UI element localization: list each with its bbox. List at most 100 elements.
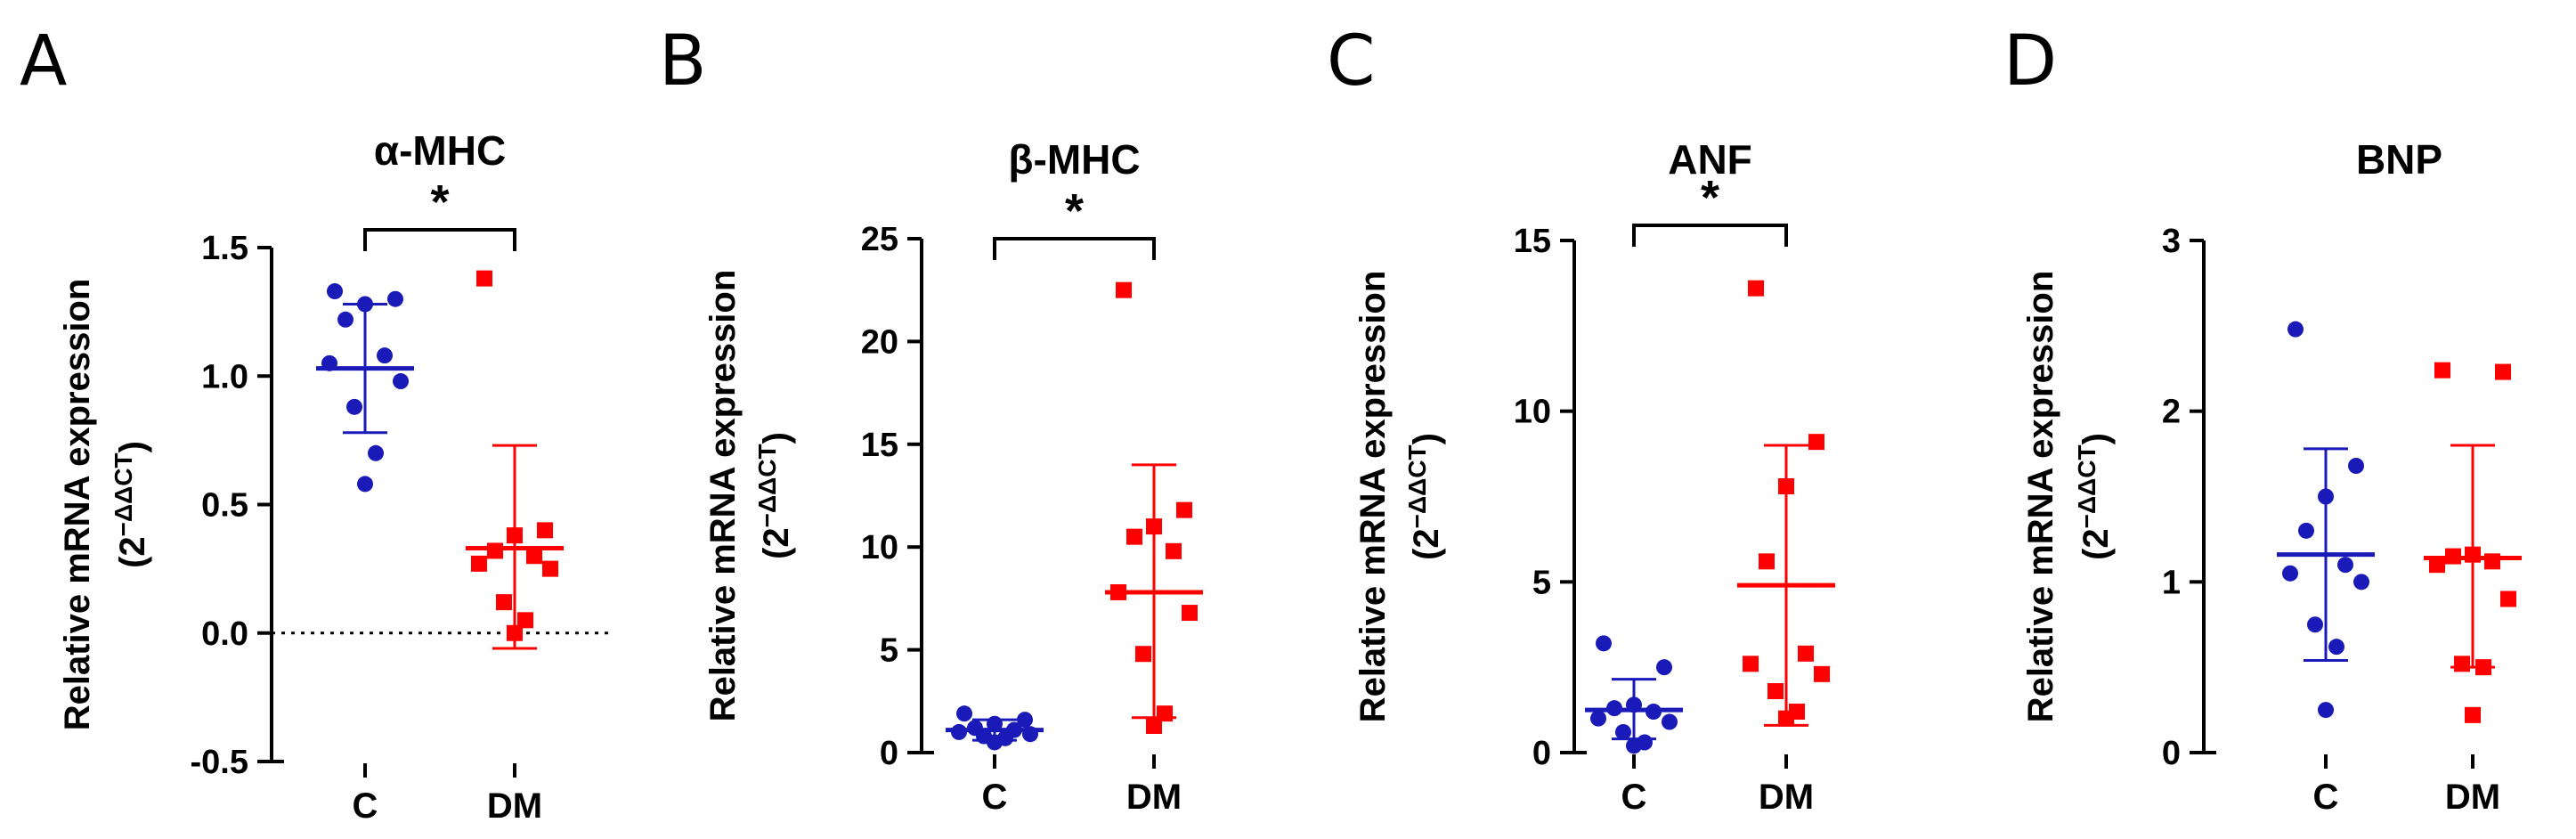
- data-point-dm: [1814, 665, 1830, 682]
- y-tick-label: 0.0: [201, 615, 248, 653]
- significance-star: *: [1701, 171, 1719, 224]
- panel-letter: B: [659, 21, 707, 102]
- y-tick-label: 5: [880, 632, 898, 670]
- significance-bracket: [993, 237, 1156, 260]
- panel-b: Bβ-MHC Relative mRNA expression (2−ΔΔCT) 0 5…: [659, 21, 1203, 817]
- y-tick-label: 10: [861, 529, 898, 566]
- data-point-dm: [476, 270, 492, 287]
- data-point-c: [1626, 696, 1642, 713]
- y-tick-label: -0.5: [191, 744, 248, 781]
- y-tick-label: 0.5: [201, 487, 248, 525]
- chart-title: β-MHC: [1008, 136, 1140, 183]
- chart-title: BNP: [2356, 136, 2442, 183]
- data-point-c: [951, 723, 967, 740]
- y-tick-label: 0: [1532, 735, 1551, 772]
- panel-d: D BNP Relative mRNA expression (2−ΔΔCT) 0 1 2 3…: [2003, 21, 2522, 817]
- data-point-dm: [542, 560, 558, 577]
- panel-a: Aα-MHC Relative mRNA expression (2−ΔΔCT) -0…: [20, 21, 613, 826]
- data-point-c: [1615, 724, 1631, 740]
- data-point-c: [357, 476, 373, 493]
- y-tick-label: 15: [1514, 223, 1551, 260]
- panel-letter: D: [2003, 21, 2057, 102]
- y-axis-label-formula: (2−ΔΔCT): [110, 441, 152, 568]
- chart-title: ANF: [1668, 136, 1752, 183]
- data-point-dm: [1778, 478, 1794, 494]
- y-tick-label: 20: [861, 323, 898, 361]
- data-point-c: [2353, 574, 2369, 591]
- y-tick-label: 0: [2162, 735, 2181, 772]
- y-tick-label: 0: [880, 735, 898, 772]
- data-point-c: [346, 398, 362, 415]
- data-point-dm: [1110, 583, 1126, 600]
- data-point-dm: [1146, 518, 1162, 535]
- y-tick-label: 2: [2162, 394, 2181, 431]
- significance-bracket: [363, 228, 516, 251]
- y-axis-label: Relative mRNA expression: [58, 279, 97, 731]
- data-point-c: [2318, 702, 2334, 719]
- data-point-dm: [1166, 542, 1182, 559]
- data-point-dm: [1767, 683, 1784, 699]
- panel-c: C ANF Relative mRNA expression (2−ΔΔCT) 0 5 10…: [1327, 21, 1835, 817]
- data-point-dm: [1116, 281, 1132, 298]
- y-axis-label: Relative mRNA expression: [1353, 271, 1393, 723]
- data-point-c: [1646, 704, 1662, 720]
- y-tick-label: 3: [2162, 223, 2181, 260]
- y-tick-label: 1.5: [201, 230, 248, 267]
- data-point-dm: [1778, 710, 1794, 727]
- data-point-dm: [1157, 705, 1173, 722]
- data-point-dm: [1743, 656, 1759, 672]
- data-point-dm: [1808, 434, 1824, 451]
- data-point-dm: [2475, 659, 2491, 676]
- data-point-dm: [517, 612, 533, 629]
- data-point-dm: [1182, 605, 1198, 622]
- y-tick-label: 15: [861, 427, 898, 464]
- y-axis-label-formula: (2−ΔΔCT): [1403, 433, 1446, 560]
- x-category-label: DM: [1126, 778, 1182, 817]
- data-point-dm: [1798, 645, 1814, 662]
- data-point-c: [2288, 321, 2304, 338]
- data-point-c: [1017, 712, 1033, 729]
- data-point-c: [987, 734, 1003, 751]
- y-axis-label-formula: (2−ΔΔCT): [2073, 433, 2116, 560]
- data-point-dm: [2429, 557, 2445, 574]
- y-tick-label: 10: [1514, 394, 1551, 431]
- data-point-dm: [526, 548, 542, 565]
- x-category-label: C: [2313, 778, 2339, 817]
- data-point-c: [387, 290, 403, 307]
- significance-star: *: [430, 175, 449, 229]
- data-point-c: [327, 283, 343, 300]
- y-tick-label: 25: [861, 221, 898, 258]
- data-point-c: [1606, 700, 1622, 717]
- y-tick-label: 1.0: [201, 358, 248, 395]
- data-point-dm: [1759, 553, 1775, 570]
- data-point-dm: [2454, 656, 2470, 672]
- data-point-dm: [1176, 501, 1192, 518]
- x-category-label: DM: [2445, 778, 2500, 817]
- data-point-dm: [2495, 363, 2511, 380]
- panel-letter: C: [1327, 21, 1375, 102]
- data-point-c: [987, 715, 1003, 732]
- data-point-dm: [1748, 280, 1764, 297]
- chart-title: α-MHC: [374, 127, 506, 174]
- data-point-c: [1022, 726, 1038, 743]
- y-tick-label: 5: [1532, 564, 1551, 601]
- data-point-c: [1590, 710, 1606, 727]
- data-point-c: [2348, 458, 2364, 474]
- data-point-c: [2298, 522, 2314, 539]
- data-point-dm: [507, 527, 523, 544]
- y-axis-label: Relative mRNA expression: [703, 270, 743, 722]
- data-point-dm: [1126, 528, 1142, 545]
- data-point-c: [368, 444, 384, 461]
- significance-star: *: [1065, 184, 1084, 238]
- data-point-dm: [507, 624, 523, 641]
- x-category-label: DM: [1759, 778, 1814, 817]
- data-point-c: [1656, 659, 1672, 676]
- data-point-dm: [2500, 591, 2516, 607]
- data-point-c: [393, 373, 409, 390]
- y-axis-label: Relative mRNA expression: [2021, 271, 2060, 723]
- x-category-label: C: [1621, 778, 1647, 817]
- data-point-c: [2318, 488, 2334, 505]
- data-point-dm: [2445, 548, 2461, 565]
- data-point-c: [1596, 635, 1612, 652]
